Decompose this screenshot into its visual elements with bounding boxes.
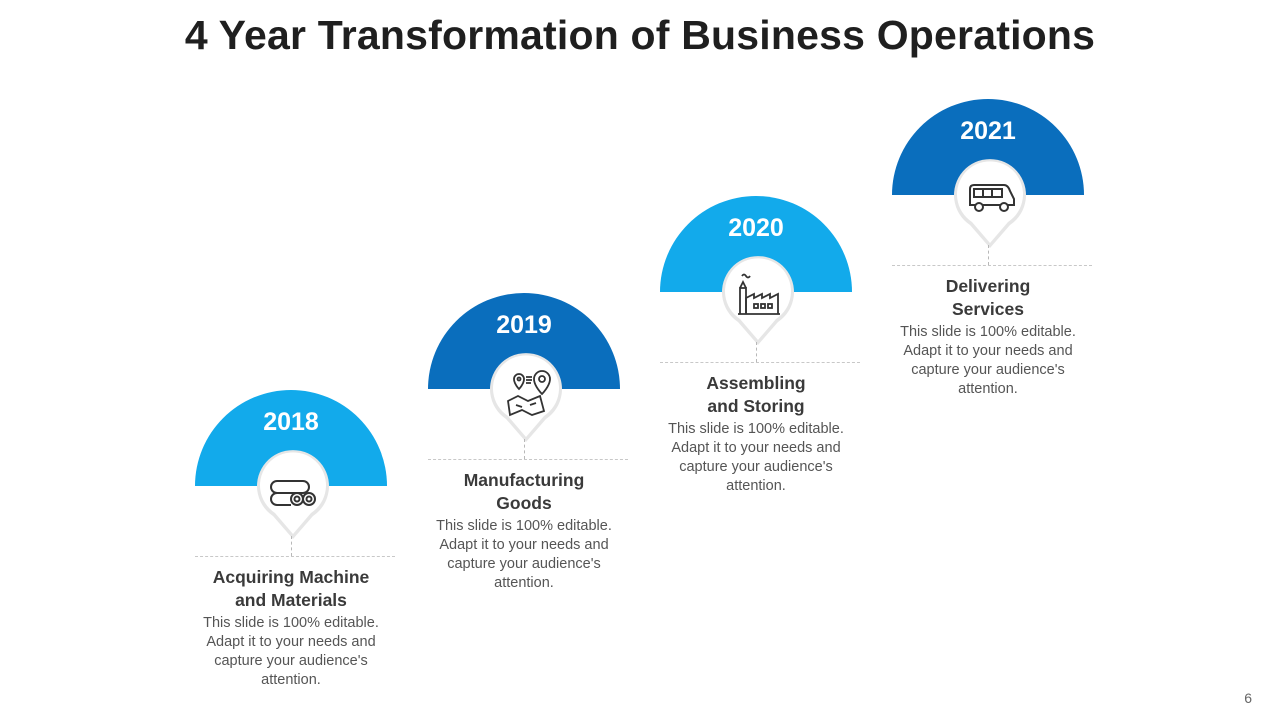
step-description: This slide is 100% editable. Adapt it to…: [668, 421, 844, 494]
van-icon: [969, 184, 1015, 212]
pin-marker: [954, 159, 1026, 248]
pipes-icon: [270, 480, 316, 506]
dashed-connector: [524, 439, 525, 459]
pin-marker: [490, 353, 562, 442]
page-number: 6: [1244, 690, 1252, 706]
pin-marker: [257, 450, 329, 539]
year-label: 2018: [263, 408, 319, 436]
step-heading: Delivering Services: [945, 276, 1031, 319]
year-label: 2019: [496, 311, 552, 339]
timeline-step-2018: 2018 Acquiring Machine and Materials This…: [160, 390, 420, 710]
dashed-connector: [756, 342, 757, 362]
step-heading: Assembling and Storing: [706, 373, 806, 416]
timeline-step-2020: 2020 Assembling and Storing This slide is…: [625, 196, 885, 516]
dashed-connector: [988, 245, 989, 265]
dashed-divider: [428, 459, 628, 460]
dashed-divider: [660, 362, 860, 363]
step-description: This slide is 100% editable. Adapt it to…: [900, 324, 1076, 397]
year-label: 2021: [960, 117, 1016, 145]
timeline-step-2019: 2019 Manufacturing Goods This slide is 10…: [393, 293, 653, 613]
dashed-divider: [195, 556, 395, 557]
step-description: This slide is 100% editable. Adapt it to…: [203, 615, 379, 688]
map-location-icon: [507, 370, 551, 417]
step-description: This slide is 100% editable. Adapt it to…: [436, 518, 612, 591]
dashed-connector: [291, 536, 292, 556]
dashed-divider: [892, 265, 1092, 266]
year-label: 2020: [728, 214, 784, 242]
step-heading: Manufacturing Goods: [463, 470, 585, 513]
pin-marker: [722, 256, 794, 345]
page-title: 4 Year Transformation of Business Operat…: [184, 12, 1096, 58]
factory-icon: [738, 273, 780, 315]
step-heading: Acquiring Machine and Materials: [212, 567, 370, 610]
timeline-step-2021: 2021 Delivering Services This slide is 10…: [857, 99, 1117, 419]
